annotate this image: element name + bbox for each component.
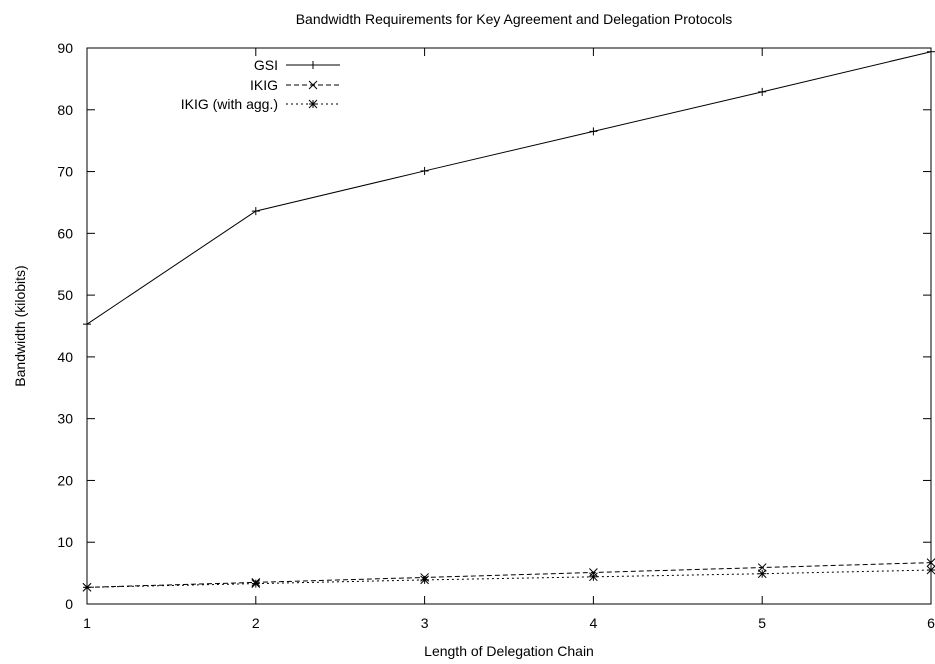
- legend-item: IKIG (with agg.): [181, 96, 340, 112]
- series-line: [86, 51, 932, 325]
- y-tick-label: 10: [57, 534, 73, 550]
- y-tick-label: 50: [57, 287, 73, 303]
- plus-marker: [589, 127, 598, 136]
- cross-marker: [926, 558, 935, 567]
- y-tick-label: 60: [57, 225, 73, 241]
- plot-frame: [86, 47, 932, 605]
- x-tick-label: 2: [252, 615, 260, 631]
- series-2: [82, 565, 935, 592]
- star-marker: [926, 565, 935, 575]
- y-tick-label: 30: [57, 411, 73, 427]
- plus-marker: [420, 166, 429, 175]
- star-marker: [308, 99, 318, 109]
- cross-marker: [757, 563, 767, 572]
- x-axis-label: Length of Delegation Chain: [424, 643, 594, 659]
- x-axis: 1 2 3 4 5 6: [83, 48, 935, 631]
- star-marker: [420, 575, 429, 585]
- y-tick-label: 0: [65, 596, 73, 612]
- y-tick-label: 20: [57, 472, 73, 488]
- x-tick-label: 1: [83, 615, 91, 631]
- series-1: [82, 558, 935, 592]
- plus-marker: [758, 87, 767, 96]
- legend-label: IKIG (with agg.): [181, 96, 278, 112]
- y-tick-label: 80: [57, 102, 73, 118]
- series-line: [86, 562, 932, 588]
- star-marker: [82, 582, 92, 592]
- legend: GSI IKIG IKIG (with agg.): [181, 57, 340, 112]
- series-layer: [82, 47, 935, 592]
- y-tick-label: 70: [57, 164, 73, 180]
- y-tick-label: 90: [57, 40, 73, 56]
- x-tick-label: 6: [927, 615, 935, 631]
- legend-label: GSI: [254, 57, 278, 73]
- cross-marker: [589, 568, 598, 577]
- series-0: [83, 47, 935, 329]
- plus-marker: [251, 207, 260, 216]
- y-axis-label: Bandwidth (kilobits): [12, 265, 28, 386]
- y-tick-label: 40: [57, 349, 73, 365]
- x-tick-label: 5: [758, 615, 766, 631]
- legend-item: IKIG: [250, 77, 340, 93]
- star-marker: [251, 579, 261, 588]
- cross-marker: [308, 80, 318, 90]
- plus-marker: [309, 61, 317, 69]
- plus-marker: [83, 320, 91, 329]
- star-marker: [757, 569, 767, 579]
- y-axis: 0 10 20 30 40 50 60 70 80 90: [57, 40, 931, 612]
- series-line: [86, 569, 932, 588]
- x-tick-label: 3: [421, 615, 429, 631]
- star-marker: [589, 572, 598, 582]
- chart-title: Bandwidth Requirements for Key Agreement…: [296, 11, 733, 27]
- plus-marker: [927, 47, 935, 56]
- legend-label: IKIG: [250, 77, 278, 93]
- x-tick-label: 4: [590, 615, 598, 631]
- legend-item: GSI: [254, 57, 340, 73]
